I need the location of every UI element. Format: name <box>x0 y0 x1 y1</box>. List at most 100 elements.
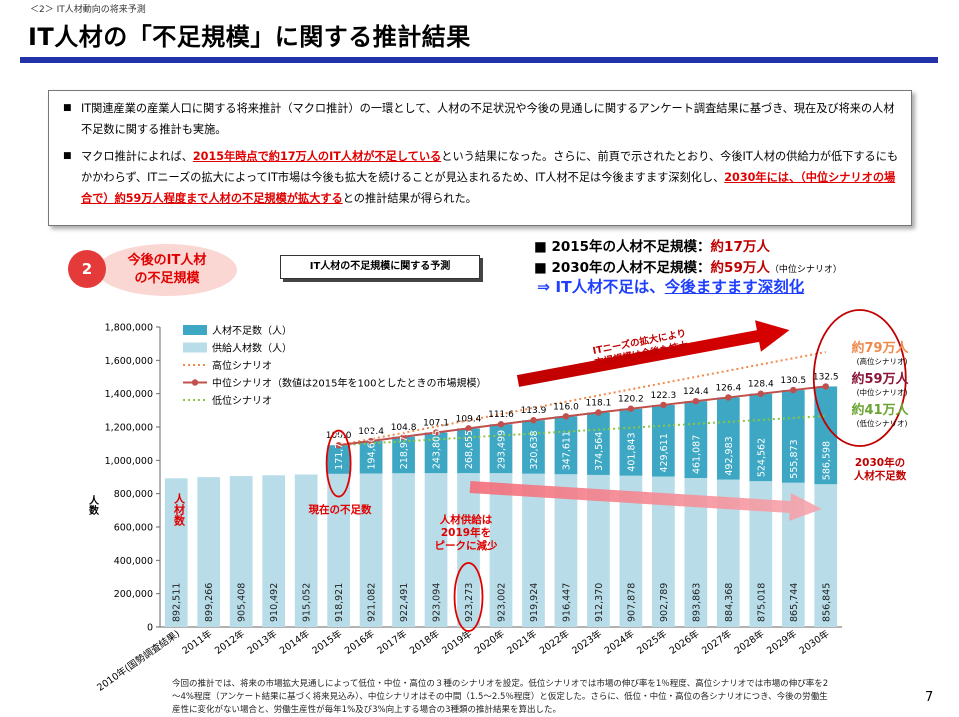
legend-entry: 人材不足数（人） <box>212 324 292 337</box>
mid-scenario-point <box>725 394 732 401</box>
x-tick-label: 2024年 <box>602 627 637 656</box>
supply-value-label: 856,845 <box>821 583 832 622</box>
supply-value-label: 922,491 <box>399 583 410 622</box>
mid-scenario-line <box>338 385 826 447</box>
supply-bar <box>229 476 253 627</box>
shortage-value-label: 218,976 <box>399 430 410 469</box>
market-index-label: 130.5 <box>780 376 806 386</box>
mid-scenario-point <box>465 425 472 432</box>
legend-swatch <box>183 325 207 335</box>
breadcrumb: ＜2＞ IT人材動向の将来予測 <box>30 5 146 15</box>
shortage-2030-label: 2030年の <box>855 456 905 469</box>
bullet-icon: ■ <box>63 103 72 113</box>
bullet-icon: ■ <box>63 151 72 161</box>
supply-bar <box>522 473 545 627</box>
supply-bar <box>489 473 513 627</box>
footnote: 今回の推計では、将来の市場拡大見通しによって低位・中位・高位の３種のシナリオを設… <box>172 679 829 715</box>
shortage-value-label: 461,087 <box>691 435 702 474</box>
peak-supply-label: 人材供給は <box>440 513 493 526</box>
shortage-value-label: 171,700 <box>334 431 345 470</box>
conclusion-prefix: ⇒ IT人材不足は、 <box>537 278 665 296</box>
y-tick-label: 0 <box>147 623 153 634</box>
bullet-icon: ■ <box>534 260 547 276</box>
supply-value-label: 875,018 <box>756 583 767 622</box>
scenario-endpoint-value: 約59万人 <box>851 371 909 387</box>
shortage-bar <box>457 428 480 474</box>
summary-paragraph-2: ■ マクロ推計によれば、2015年時点で約17万人のIT人材が不足しているという… <box>63 146 901 209</box>
supply-value-label: 905,408 <box>237 583 248 622</box>
x-tick-label: 2027年 <box>700 627 735 656</box>
market-index-label: 122.3 <box>650 391 676 401</box>
mid-scenario-point <box>432 429 440 436</box>
scenario-endpoint-value: 約79万人 <box>851 340 909 356</box>
supply-value-label: 923,002 <box>497 583 508 622</box>
supply-bar <box>716 479 740 627</box>
shortage-value-label: 524,562 <box>756 438 767 477</box>
x-tick-label: 2017年 <box>375 627 410 656</box>
shortage-bar <box>619 408 643 476</box>
x-tick-label: 2022年 <box>537 627 572 656</box>
legend-entry: 中位シナリオ（数値は2015年を100としたときの市場規模） <box>212 377 487 390</box>
y-tick-label: 800,000 <box>114 489 153 500</box>
market-index-label: 104.8 <box>391 423 417 433</box>
supply-bar <box>587 474 610 627</box>
supply-value-label: 918,921 <box>334 583 345 622</box>
supply-annotation: 人材数 <box>173 492 186 527</box>
low-scenario-line <box>338 415 826 447</box>
market-index-label: 100.0 <box>326 431 352 441</box>
x-tick-label: 2012年 <box>212 627 247 656</box>
x-tick-label: 2026年 <box>667 627 702 656</box>
forecast-label-box: IT人材の不足規模に関する予測 <box>280 255 480 279</box>
peak-supply-label: 2019年を <box>441 526 491 539</box>
scenario-endpoint-note: (中位シナリオ) <box>857 387 908 397</box>
shortage-bar <box>652 404 675 477</box>
x-tick-label: 2021年 <box>505 627 540 656</box>
supply-bar <box>619 475 643 627</box>
market-index-label: 124.4 <box>683 387 709 397</box>
mid-scenario-point <box>692 397 700 405</box>
shortage-value-label: 401,843 <box>626 432 637 471</box>
supply-value-label: 907,878 <box>626 583 637 622</box>
y-tick-label: 1,800,000 <box>105 323 153 334</box>
x-tick-label: 2018年 <box>407 627 442 656</box>
scenario-endpoint-note: (低位シナリオ) <box>857 418 908 428</box>
market-index-label: 109.4 <box>456 414 482 424</box>
legend-entry: 供給人材数（人） <box>212 342 292 355</box>
shortage-bar <box>749 393 773 482</box>
shortage-value-label: 347,611 <box>561 431 572 470</box>
summary-box: ■ IT関連産業の産業人口に関する将来推計（マクロ推計）の一環として、人材の不足… <box>48 90 912 226</box>
x-tick-label: 2015年 <box>310 627 345 656</box>
shortage-bar <box>327 445 350 474</box>
shortage-bar <box>359 441 383 474</box>
shortage-value-label: 555,873 <box>789 439 800 478</box>
supply-bar <box>652 476 675 627</box>
shortage-bar <box>716 397 740 480</box>
mid-scenario-point <box>400 433 407 440</box>
section-number-badge: 2 <box>68 250 106 288</box>
current-shortage-label: 現在の不足数 <box>309 503 372 516</box>
shortage-value-label: 429,611 <box>659 433 670 472</box>
bullet-icon: ■ <box>534 239 547 255</box>
market-growth-arrow-shape <box>516 320 790 387</box>
y-axis-label: 人数 <box>87 494 99 516</box>
market-index-label: 132.5 <box>813 372 839 382</box>
summary-highlight-2030: 2030年には、（中位シナリオの場合で）約59万人程度まで人材の不足規模が拡大す… <box>81 171 896 205</box>
badge-line-1: 今後のIT人材 <box>127 253 207 268</box>
supply-bar <box>164 478 188 627</box>
x-tick-label: 2013年 <box>245 627 280 656</box>
key-figure-2030-label: 2030年の人材不足規模： <box>551 260 711 276</box>
market-index-label: 113.9 <box>521 406 547 416</box>
supply-bar <box>392 473 415 627</box>
current-shortage-highlight <box>325 429 352 498</box>
mid-scenario-point <box>595 409 602 416</box>
summary-text-2c: との推計結果が得られた。 <box>342 192 477 205</box>
scenario-endpoint-value: 約41万人 <box>851 402 909 418</box>
key-figure-2030: ■ 2030年の人材不足規模：約59万人（中位シナリオ） <box>534 256 842 276</box>
supply-bar <box>359 473 383 627</box>
supply-value-label: 884,368 <box>724 583 735 622</box>
x-tick-label: 2010年(国勢調査結果) <box>95 628 182 694</box>
supply-value-label: 919,924 <box>529 583 540 622</box>
mid-scenario-point <box>497 421 505 428</box>
key-figure-2015-label: 2015年の人材不足規模： <box>551 239 711 255</box>
